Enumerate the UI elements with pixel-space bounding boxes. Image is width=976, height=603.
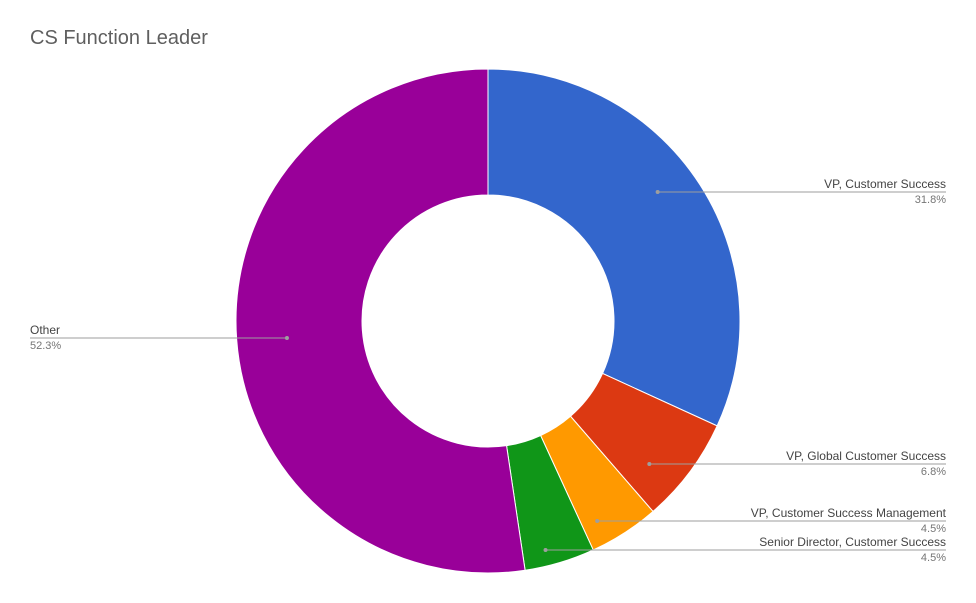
chart-title: CS Function Leader [30, 27, 208, 49]
slice-value-senior-director-customer-success: 4.5% [921, 552, 946, 564]
slice-label-vp-global-customer-success: VP, Global Customer Success [786, 449, 946, 463]
slice-label-senior-director-customer-success: Senior Director, Customer Success [759, 535, 946, 549]
slice-value-vp-customer-success-management: 4.5% [921, 523, 946, 535]
slice-value-other: 52.3% [30, 340, 61, 352]
slice-label-vp-customer-success-management: VP, Customer Success Management [751, 506, 947, 520]
slice-other[interactable] [235, 68, 526, 574]
slice-vp-customer-success[interactable] [487, 68, 741, 427]
slice-labels: VP, Customer Success 31.8% VP, Global Cust… [30, 177, 947, 564]
slice-value-vp-global-customer-success: 6.8% [921, 466, 946, 478]
slice-value-vp-customer-success: 31.8% [915, 194, 946, 206]
label-leader-lines [30, 190, 946, 552]
slice-label-other: Other [30, 323, 60, 337]
donut-slices [235, 68, 741, 574]
slice-label-vp-customer-success: VP, Customer Success [824, 177, 946, 191]
